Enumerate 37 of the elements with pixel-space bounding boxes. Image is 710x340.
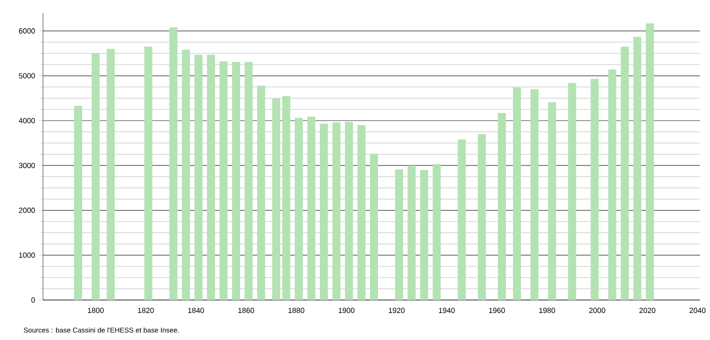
- bar: [282, 96, 290, 300]
- bar: [646, 23, 654, 300]
- bar: [144, 46, 152, 300]
- bar: [244, 62, 253, 300]
- bar: [432, 164, 441, 300]
- bar: [608, 70, 616, 300]
- bar: [344, 122, 353, 300]
- bar: [332, 122, 340, 300]
- bar: [74, 106, 82, 300]
- bar: [357, 125, 366, 300]
- bar: [530, 89, 539, 300]
- bar: [320, 124, 328, 300]
- bar: [370, 154, 378, 300]
- bar: [633, 36, 642, 300]
- bar: [420, 170, 428, 300]
- bar: [548, 102, 556, 300]
- bar: [307, 116, 316, 300]
- bar: [220, 61, 228, 300]
- bar: [568, 82, 576, 300]
- bar: [408, 165, 416, 300]
- bar: [92, 53, 100, 300]
- bar: [478, 134, 486, 300]
- bar: [194, 54, 202, 300]
- bar: [257, 86, 266, 300]
- bar: [272, 98, 280, 300]
- bar: [458, 139, 466, 300]
- bar: [294, 118, 303, 300]
- bar: [232, 62, 240, 300]
- bar: [106, 48, 115, 300]
- bar: [590, 78, 599, 300]
- bar: [182, 50, 190, 300]
- bar: [395, 170, 404, 300]
- bar: [620, 46, 629, 300]
- bar: [207, 54, 216, 300]
- bar: [169, 27, 178, 300]
- bar: [498, 113, 506, 300]
- bar: [512, 87, 521, 300]
